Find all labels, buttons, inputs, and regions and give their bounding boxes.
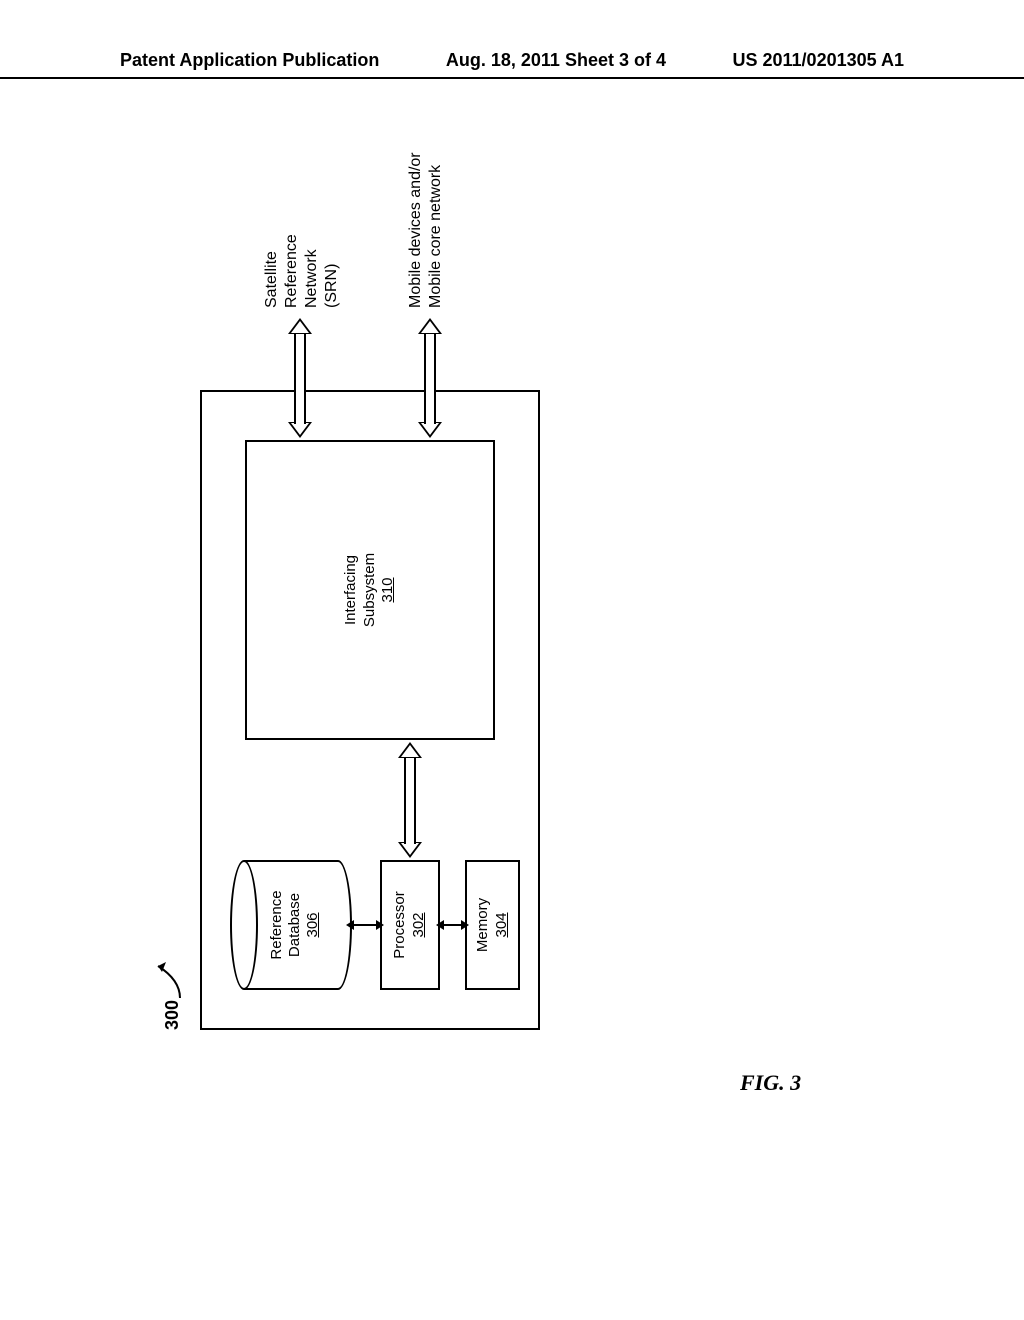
db-line2: Database: [286, 860, 304, 990]
figure-label: FIG. 3: [740, 1070, 801, 1096]
arrow-shaft-icon: [424, 332, 436, 424]
header-row: Patent Application Publication Aug. 18, …: [0, 50, 1024, 71]
arrow-db-processor-icon: [352, 924, 378, 926]
arrow-head-right-icon: [398, 742, 422, 758]
arrow-shaft-icon: [294, 332, 306, 424]
arrow-processor-memory-icon: [442, 924, 463, 926]
processor-label: Processor: [391, 862, 410, 988]
arrow-shaft-icon: [404, 756, 416, 844]
page: Patent Application Publication Aug. 18, …: [0, 0, 1024, 1320]
memory-label: Memory: [474, 862, 493, 988]
diagram-area: Reference Database 306 Processor 302 Mem…: [200, 230, 540, 1030]
arrow-interface-srn-icon: [288, 318, 312, 438]
processor-num: 302: [410, 862, 429, 988]
arrow-head-left-icon: [398, 842, 422, 858]
db-num: 306: [304, 860, 322, 990]
arrow-head-right-icon: [288, 318, 312, 334]
iface-line2: Subsystem: [361, 442, 380, 738]
header-right: US 2011/0201305 A1: [733, 50, 904, 71]
memory-num: 304: [493, 862, 512, 988]
arrow-head-right-icon: [418, 318, 442, 334]
database-label: Reference Database 306: [268, 860, 322, 990]
arrow-head-left-icon: [418, 422, 442, 438]
page-header: Patent Application Publication Aug. 18, …: [0, 50, 1024, 79]
memory-box: Memory 304: [465, 860, 520, 990]
arrow-interface-mobile-icon: [418, 318, 442, 438]
iface-line1: Interfacing: [342, 442, 361, 738]
srn-label: Satellite Reference Network (SRN): [262, 234, 342, 308]
ref-num-text: 300: [162, 1000, 182, 1030]
interface-box: Interfacing Subsystem 310: [245, 440, 495, 740]
mobile-label: Mobile devices and/or Mobile core networ…: [406, 152, 446, 308]
header-left: Patent Application Publication: [120, 50, 379, 71]
leader-arrow-icon: [150, 950, 190, 1000]
iface-num: 310: [379, 442, 398, 738]
processor-box: Processor 302: [380, 860, 440, 990]
arrow-head-left-icon: [288, 422, 312, 438]
db-line1: Reference: [268, 860, 286, 990]
diagram: Reference Database 306 Processor 302 Mem…: [200, 230, 540, 1030]
figure-ref-number: 300: [162, 1000, 183, 1030]
cylinder-top-icon: [230, 860, 258, 990]
database-cylinder: Reference Database 306: [230, 860, 350, 990]
header-center: Aug. 18, 2011 Sheet 3 of 4: [446, 50, 666, 71]
arrow-processor-interface-icon: [398, 742, 422, 858]
